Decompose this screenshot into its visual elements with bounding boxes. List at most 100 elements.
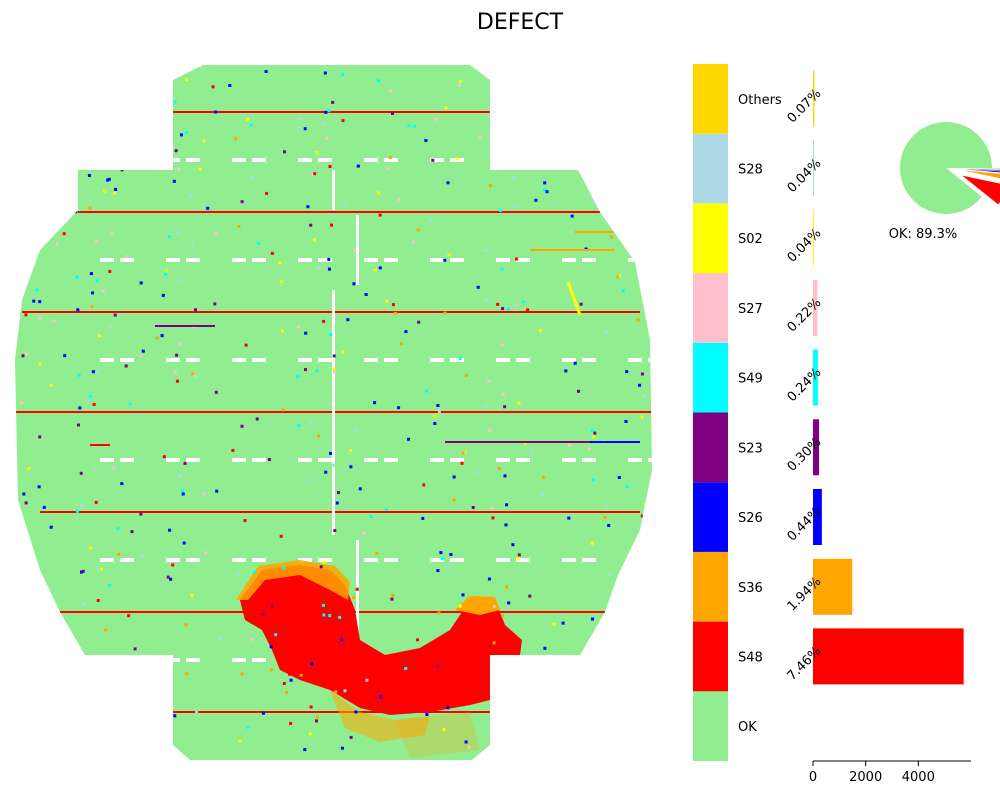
wafer-defect-dot [181, 492, 185, 496]
wafer-defect-dot [640, 514, 644, 518]
legend-label-s26: S26 [738, 511, 763, 526]
wafer-defect-dot [629, 681, 633, 685]
legend-label-s23: S23 [738, 441, 763, 456]
wafer-gap [318, 258, 332, 262]
wafer-defect-dot [611, 624, 615, 628]
wafer-gap [166, 558, 180, 562]
wafer-gap [496, 458, 510, 462]
bar-label-s27: 0.22% [785, 296, 825, 336]
wafer-defect-dot [434, 117, 438, 121]
wafer-defect-dot [439, 551, 443, 555]
wafer-defect-dot [543, 181, 547, 185]
wafer-defect-dot [116, 662, 120, 666]
wafer-gap [120, 258, 134, 262]
wafer-defect-dot [570, 214, 574, 218]
wafer-gap [186, 358, 200, 362]
wafer-defect-dot [22, 221, 26, 225]
wafer-defect-dot [21, 354, 25, 358]
wafer-defect-dot [62, 232, 66, 236]
wafer-defect-dot [476, 285, 480, 289]
wafer-gap [648, 558, 652, 562]
wafer-defect-dot [308, 732, 312, 736]
wafer-gap [232, 558, 246, 562]
wafer-gap [450, 358, 464, 362]
wafer-gap [120, 358, 134, 362]
wafer-defect-dot [281, 408, 285, 412]
wafer-defect-dot [607, 524, 611, 527]
wafer-defect-dot [29, 611, 33, 615]
wafer-defect-dot [390, 597, 394, 601]
wafer-defect-dot [52, 319, 56, 323]
wafer-defect-dot [36, 211, 40, 215]
wafer-defect-dot [331, 100, 335, 104]
legend-label-others: Others [738, 93, 782, 108]
pie-slice-s26 [963, 169, 1000, 173]
wafer-defect-dot [516, 557, 520, 561]
wafer-defect-dot [49, 383, 53, 387]
wafer-defect-dot [621, 289, 625, 293]
wafer-defect-dot [214, 390, 218, 394]
wafer-defect-dot [190, 594, 194, 597]
wafer-gap [430, 258, 444, 262]
wafer-gap [582, 458, 596, 462]
wafer-defect-dot [117, 552, 121, 556]
wafer-defect-dot [591, 201, 595, 205]
wafer-defect-dot [24, 501, 28, 505]
wafer-defect-dot [252, 570, 256, 574]
wafer-gap [562, 458, 576, 462]
wafer-defect-dot [632, 122, 636, 126]
legend-swatch-s49 [693, 342, 728, 413]
wafer-defect-dot [100, 567, 104, 571]
wafer-gap [628, 158, 642, 162]
wafer-defect-dot [52, 672, 56, 676]
wafer-defect-dot [609, 734, 613, 738]
wafer-defect-dot [89, 272, 93, 276]
wafer-defect-dot [443, 311, 447, 315]
wafer-defect-dot [507, 601, 511, 605]
wafer-defect-dot [599, 725, 603, 729]
wafer-defect-dot [51, 713, 55, 716]
wafer-defect-dot [431, 158, 435, 162]
legend-label-s27: S27 [738, 302, 763, 317]
wafer-defect-dot [77, 116, 81, 120]
wafer-gap [384, 358, 398, 362]
wafer-defect-dot [501, 307, 505, 311]
wafer-defect-dot [74, 210, 78, 214]
wafer-defect-dot [335, 501, 339, 505]
wafer-gap [298, 458, 312, 462]
wafer-defect-dot [77, 423, 80, 427]
wafer-defect-dot [476, 470, 480, 474]
wafer-defect-dot [394, 311, 398, 315]
wafer-defect-dot [177, 167, 181, 171]
wafer-defect-dot [282, 682, 286, 685]
wafer-defect-dot [49, 525, 53, 529]
wafer-defect-dot [89, 546, 93, 550]
wafer-defect-dot [630, 172, 634, 176]
wafer-gap [384, 558, 398, 562]
wafer-defect-dot [640, 372, 644, 376]
wafer-defect-dot [112, 466, 116, 470]
legend-swatch-s23 [693, 412, 728, 483]
wafer-defect-dot [175, 379, 179, 383]
wafer-defect-edge [455, 596, 500, 615]
wafer-defect-dot [638, 383, 642, 387]
wafer-defect-dot [331, 463, 335, 467]
wafer-defect-dot [416, 228, 420, 232]
wafer-defect-dot [592, 435, 596, 439]
wafer-defect-dot [385, 299, 389, 303]
wafer-defect-dot [244, 343, 248, 347]
wafer-defect-dot [649, 74, 652, 78]
wafer-defect-dot [97, 146, 101, 150]
wafer-defect-dot [309, 223, 313, 227]
wafer-gap [384, 458, 398, 462]
wafer-defect-dot [490, 506, 494, 510]
wafer-gap [298, 158, 312, 162]
wafer-defect-dot [185, 78, 189, 82]
pie-slice-s23 [963, 168, 1000, 171]
wafer-defect-dot [68, 140, 71, 144]
wafer-defect-dot [412, 240, 416, 244]
wafer-defect-dot [499, 209, 502, 213]
wafer-defect-dot [634, 187, 637, 191]
wafer-defect-dot [310, 662, 314, 666]
wafer-gap [166, 658, 180, 662]
